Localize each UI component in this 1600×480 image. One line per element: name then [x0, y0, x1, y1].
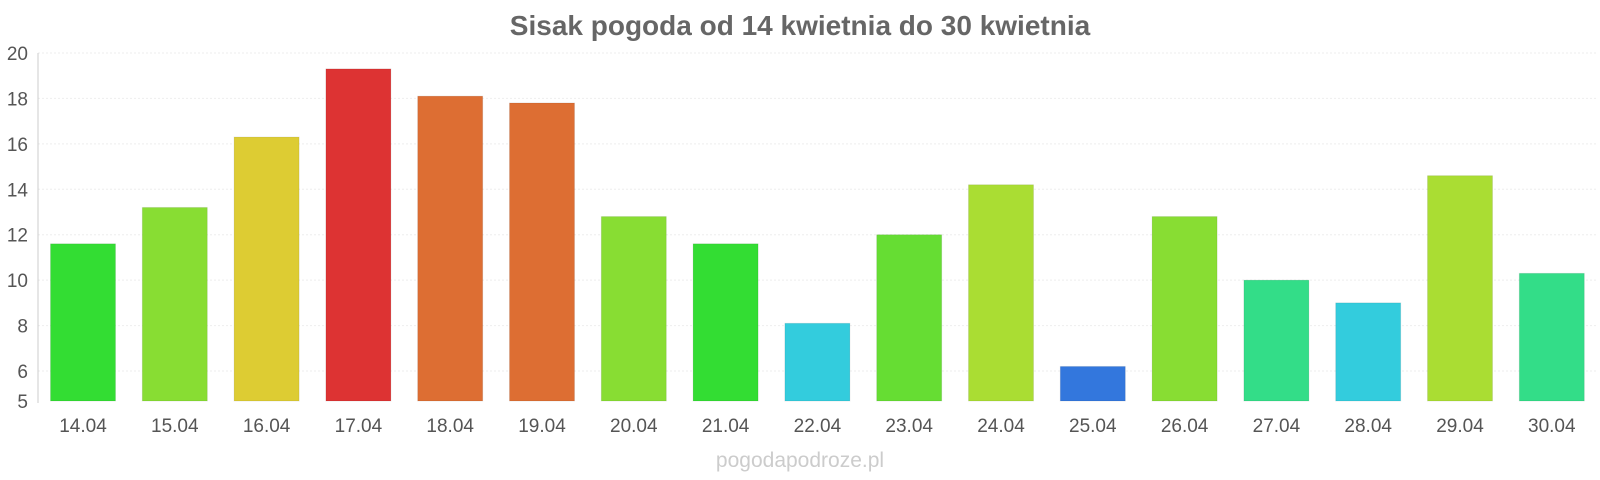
- bar-23.04: [876, 234, 943, 402]
- x-tick-label: 25.04: [1069, 416, 1117, 437]
- x-tick-label: 27.04: [1253, 416, 1301, 437]
- bar-18.04: [417, 95, 484, 402]
- bar-26.04: [1151, 216, 1218, 402]
- x-tick-label: 24.04: [977, 416, 1025, 437]
- bar-29.04: [1427, 175, 1493, 402]
- y-tick-label: 6: [17, 362, 28, 383]
- y-tick-label: 20: [7, 44, 28, 65]
- y-tick-label: 5: [17, 392, 28, 413]
- x-tick-label: 30.04: [1528, 416, 1576, 437]
- x-tick-label: 17.04: [335, 416, 383, 437]
- x-tick-label: 28.04: [1344, 416, 1392, 437]
- y-tick-label: 16: [7, 135, 28, 156]
- x-tick-label: 19.04: [518, 416, 566, 437]
- bar-16.04: [233, 136, 300, 402]
- x-tick-label: 20.04: [610, 416, 658, 437]
- x-tick-label: 29.04: [1436, 416, 1484, 437]
- x-tick-label: 18.04: [426, 416, 474, 437]
- bar-14.04: [50, 243, 116, 402]
- chart-title: Sisak pogoda od 14 kwietnia do 30 kwietn…: [509, 10, 1091, 41]
- axis-layer: 5 6 8 10 12 14 16 18 20 14.04 15.04 16.04 17.04 18.04…: [7, 44, 1576, 437]
- x-tick-label: 21.04: [702, 416, 750, 437]
- x-tick-label: 15.04: [151, 416, 199, 437]
- bar-15.04: [141, 206, 208, 402]
- y-tick-label: 18: [7, 89, 28, 110]
- bar-28.04: [1335, 302, 1402, 402]
- bar-20.04: [600, 216, 667, 402]
- watermark: pogodapodroze.pl: [715, 449, 885, 472]
- bar-17.04: [325, 68, 392, 402]
- bar-24.04: [968, 184, 1034, 402]
- bar-layer: [50, 68, 1585, 402]
- x-tick-label: 26.04: [1161, 416, 1209, 437]
- x-tick-label: 23.04: [885, 416, 933, 437]
- bar-22.04: [784, 322, 851, 402]
- y-tick-label: 10: [7, 271, 28, 292]
- y-tick-label: 8: [17, 317, 28, 338]
- bar-30.04: [1518, 272, 1585, 402]
- x-tick-label: 16.04: [243, 416, 291, 437]
- bar-27.04: [1243, 279, 1310, 402]
- y-tick-label: 12: [7, 226, 28, 247]
- x-tick-label: 22.04: [794, 416, 842, 437]
- x-tick-label: 14.04: [59, 416, 107, 437]
- bar-25.04: [1059, 365, 1126, 402]
- bar-21.04: [692, 243, 759, 402]
- bar-19.04: [509, 102, 575, 402]
- y-tick-label: 14: [7, 180, 29, 201]
